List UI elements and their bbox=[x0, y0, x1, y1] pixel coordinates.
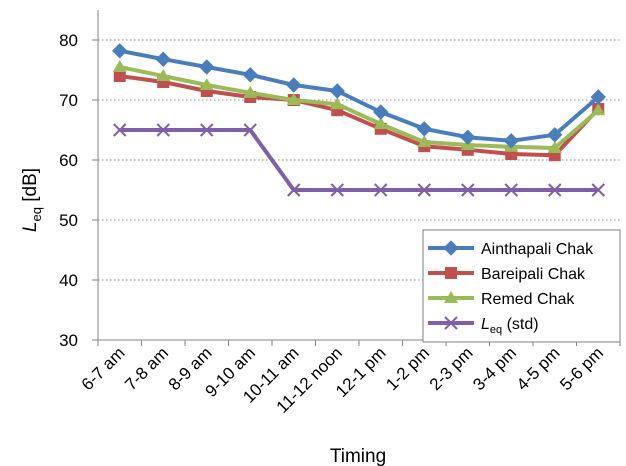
y-tick-label: 50 bbox=[59, 211, 78, 230]
data-point bbox=[548, 183, 562, 197]
data-point bbox=[504, 183, 518, 197]
x-axis-title: Timing bbox=[330, 446, 386, 466]
data-point bbox=[417, 183, 431, 197]
series-layer bbox=[112, 43, 606, 197]
data-point bbox=[243, 85, 258, 98]
data-point bbox=[374, 183, 388, 197]
legend-label: Leq (std) bbox=[481, 316, 539, 336]
legend-label: Remed Chak bbox=[481, 291, 575, 308]
data-point bbox=[547, 141, 562, 153]
data-point bbox=[287, 183, 301, 197]
data-point bbox=[242, 67, 258, 83]
x-tick-label: 7-8 am bbox=[121, 343, 172, 394]
series-1 bbox=[112, 43, 606, 149]
x-tick-label: 3-4 pm bbox=[469, 343, 520, 394]
data-point bbox=[286, 77, 302, 93]
series-line bbox=[119, 48, 600, 143]
legend-marker bbox=[444, 291, 458, 303]
y-tick-label: 70 bbox=[59, 91, 78, 110]
data-point bbox=[112, 43, 128, 59]
data-point bbox=[199, 59, 215, 75]
y-axis-title: Leq [dB] bbox=[20, 168, 44, 232]
x-tick-label: 2-3 pm bbox=[426, 343, 477, 394]
data-point bbox=[112, 60, 127, 72]
data-point bbox=[591, 103, 606, 116]
data-point bbox=[461, 183, 475, 197]
data-point bbox=[547, 127, 563, 143]
x-tick-label: 1-2 pm bbox=[382, 343, 433, 394]
legend-item: Bareipali Chak bbox=[428, 266, 586, 283]
data-point bbox=[503, 133, 519, 149]
legend-marker bbox=[443, 240, 459, 256]
data-point bbox=[113, 70, 126, 82]
data-point bbox=[590, 89, 606, 105]
legend-marker bbox=[445, 267, 457, 279]
legend-item: Leq (std) bbox=[428, 316, 539, 336]
series-3 bbox=[112, 60, 606, 153]
y-tick-label: 80 bbox=[59, 31, 78, 50]
data-point bbox=[113, 123, 127, 137]
y-tick-label: 60 bbox=[59, 151, 78, 170]
y-tick-label: 30 bbox=[59, 331, 78, 350]
data-point bbox=[243, 123, 257, 137]
data-point bbox=[330, 97, 345, 110]
y-tick-labels: 30 40 50 60 70 80 bbox=[59, 31, 78, 350]
data-point bbox=[417, 135, 432, 147]
data-point bbox=[591, 183, 605, 197]
data-point bbox=[200, 123, 214, 137]
data-point bbox=[373, 104, 389, 120]
data-point bbox=[199, 78, 214, 90]
series-4 bbox=[113, 123, 605, 197]
x-tick-label: 4-5 pm bbox=[513, 343, 564, 394]
legend-label: Ainthapali Chak bbox=[481, 241, 594, 258]
legend: Ainthapali Chak Bareipali Chak Remed Chak L… bbox=[422, 229, 621, 343]
legend-label: Bareipali Chak bbox=[481, 266, 586, 283]
data-point bbox=[330, 183, 344, 197]
data-point bbox=[155, 51, 171, 67]
legend-item: Remed Chak bbox=[428, 291, 575, 308]
y-tick-label: 40 bbox=[59, 271, 78, 290]
data-point bbox=[156, 123, 170, 137]
data-point bbox=[286, 93, 301, 105]
data-point bbox=[329, 83, 345, 99]
data-point bbox=[156, 69, 171, 81]
data-point bbox=[460, 129, 476, 145]
data-point bbox=[373, 117, 388, 129]
legend-item: Ainthapali Chak bbox=[428, 240, 594, 258]
series-line bbox=[119, 128, 599, 192]
x-tick-label: 6-7 am bbox=[78, 343, 129, 394]
series-line bbox=[119, 74, 600, 158]
legend-marker bbox=[444, 316, 458, 330]
x-tick-label: 5-6 pm bbox=[556, 343, 607, 394]
series-line bbox=[119, 65, 600, 150]
data-point bbox=[416, 121, 432, 137]
